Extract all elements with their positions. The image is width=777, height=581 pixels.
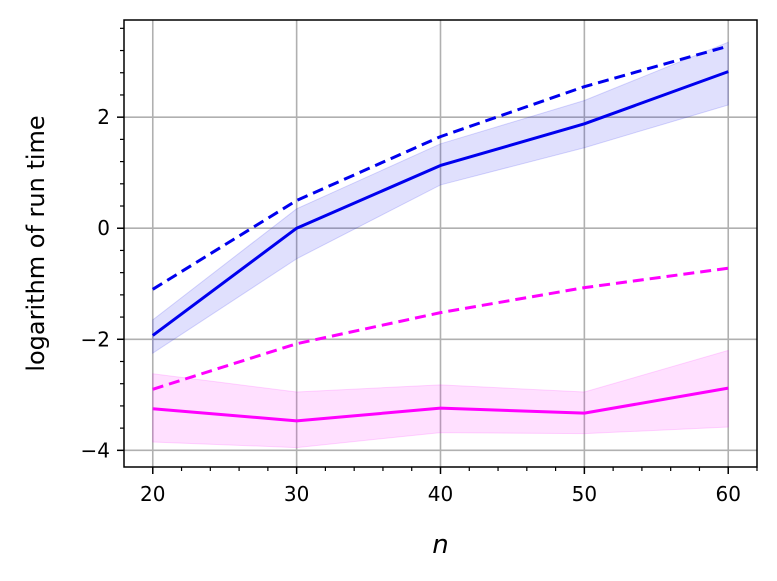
grid <box>124 20 757 467</box>
series-line-2 <box>151 44 729 291</box>
confidence-band <box>152 349 729 449</box>
ticks <box>117 27 758 474</box>
y-axis-label: logarithm of run time <box>22 115 50 371</box>
tick-labels: 20 30 40 50 60 −4 −2 0 2 <box>81 105 741 506</box>
y-tick-label: 2 <box>97 105 110 129</box>
series-line-4 <box>152 266 729 391</box>
series-line-3 <box>152 386 729 423</box>
y-tick-label: −2 <box>81 327 110 351</box>
confidence-bands <box>152 41 729 449</box>
y-tick-label: −4 <box>81 438 110 462</box>
confidence-band <box>152 41 729 355</box>
y-tick-label: 0 <box>97 216 110 240</box>
series-line-1 <box>151 70 729 337</box>
x-tick-label: 40 <box>428 482 453 506</box>
x-tick-label: 60 <box>716 482 741 506</box>
x-tick-label: 30 <box>284 482 309 506</box>
series-lines <box>151 44 729 423</box>
x-tick-label: 20 <box>140 482 165 506</box>
x-axis-label: n <box>432 530 448 560</box>
x-tick-label: 50 <box>572 482 597 506</box>
